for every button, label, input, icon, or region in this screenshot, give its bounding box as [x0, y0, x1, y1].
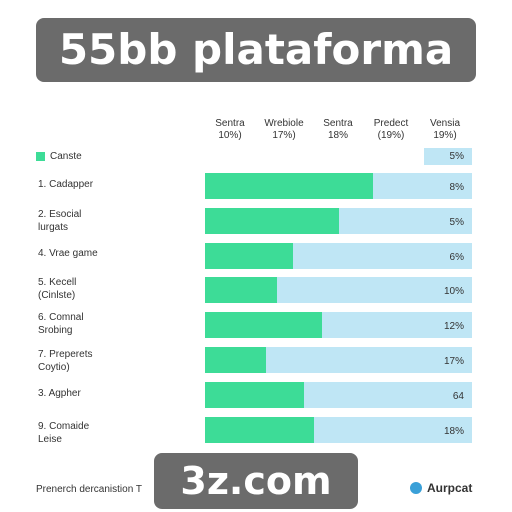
bar	[205, 382, 304, 408]
row-label-line1: 3. Agpher	[38, 388, 81, 399]
bar	[205, 417, 314, 443]
row-label-line2: Leise	[38, 434, 62, 445]
row-label: 4. Vrae game	[38, 247, 188, 260]
column-header: Sentra 18%	[310, 118, 366, 142]
bar	[205, 312, 322, 338]
row-label-line2: lurgats	[38, 222, 69, 233]
banner-top: 55bb plataforma	[36, 18, 476, 82]
row-label-line1: 7. Preperets	[38, 349, 93, 360]
column-header-value: 17%)	[272, 130, 296, 141]
column-header-value: 10%)	[218, 130, 242, 141]
column-header: Predect (19%)	[363, 118, 419, 142]
column-header-value: 18%	[327, 130, 348, 141]
row-label: 7. Preperets Coytio)	[38, 348, 188, 374]
row-label: 2. Esocial lurgats	[38, 208, 188, 234]
bar	[205, 208, 339, 234]
column-header-value: 19%)	[433, 130, 457, 141]
column-header-name: Predect	[373, 118, 409, 129]
legend-label: Canste	[50, 151, 82, 162]
bar-value-label: 17%	[444, 356, 464, 367]
header-pct-label: 5%	[449, 151, 464, 162]
column-header-name: Wrebiole	[264, 118, 304, 129]
bar	[205, 243, 293, 269]
bar	[205, 173, 373, 199]
column-header-value: (19%)	[377, 130, 405, 141]
column-header: Sentra 10%)	[202, 118, 258, 142]
column-header: Wrebiole 17%)	[256, 118, 312, 142]
bar-value-label: 18%	[444, 426, 464, 437]
column-header-name: Sentra	[323, 118, 353, 129]
column-header-name: Vensia	[429, 118, 461, 129]
bar-value-label: 12%	[444, 321, 464, 332]
row-label-line1: 5. Kecell	[38, 277, 77, 288]
column-header: Vensia 19%)	[417, 118, 473, 142]
row-label-line1: 4. Vrae game	[38, 248, 98, 259]
row-label-line1: 1. Cadapper	[38, 179, 94, 190]
row-label-line1: 6. Comnal	[38, 312, 84, 323]
bar-value-label: 64	[453, 391, 465, 402]
brand-logo-icon	[410, 482, 422, 494]
brand-label: Aurpcat	[427, 481, 473, 495]
column-header-name: Sentra	[215, 118, 245, 129]
bar-value-label: 8%	[450, 182, 465, 193]
bar-value-label: 5%	[450, 217, 465, 228]
row-label: 6. Comnal Srobing	[38, 311, 188, 337]
header-pct-track	[424, 148, 472, 165]
brand: Aurpcat	[410, 481, 472, 495]
row-label-line1: 2. Esocial	[38, 209, 82, 220]
row-label-line2: (Cinlste)	[38, 290, 76, 301]
row-label-line1: 9. Comaide	[38, 421, 90, 432]
row-label: 3. Agpher	[38, 387, 188, 400]
bar-value-label: 6%	[450, 252, 465, 263]
banner-bottom: 3z.com	[154, 453, 358, 509]
bar	[205, 277, 277, 303]
row-label: 1. Cadapper	[38, 178, 188, 191]
row-label-line2: Srobing	[38, 325, 73, 336]
row-label: 5. Kecell (Cinlste)	[38, 276, 188, 302]
row-label-line2: Coytio)	[38, 362, 70, 373]
legend: Canste	[36, 151, 82, 162]
row-label: 9. Comaide Leise	[38, 420, 188, 446]
bar-value-label: 10%	[444, 286, 464, 297]
legend-swatch	[36, 152, 45, 161]
footer-note: Prenerch dercanistion T	[36, 484, 142, 495]
bar	[205, 347, 266, 373]
